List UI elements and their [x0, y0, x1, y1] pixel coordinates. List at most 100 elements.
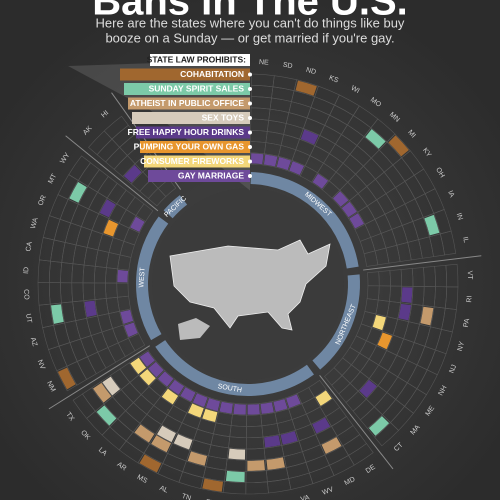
grid-cell — [138, 349, 157, 369]
legend-dot — [248, 116, 252, 120]
state-label: ID — [23, 267, 30, 274]
state-label: DE — [365, 464, 377, 475]
state-label: NY — [457, 340, 467, 352]
ban-cell — [312, 417, 331, 434]
state-label: UT — [24, 313, 32, 324]
state-label: ME — [424, 405, 436, 418]
ban-cell — [180, 387, 196, 402]
region-band — [312, 274, 360, 370]
state-label: KY — [421, 147, 432, 159]
ban-cell — [120, 309, 134, 324]
legend-heading: STATE LAW PROHIBITS: — [147, 54, 246, 64]
state-label: OH — [434, 167, 445, 180]
region-label: WEST — [138, 267, 146, 288]
grid-cell — [324, 367, 343, 386]
title: Bans In The U.S. — [92, 0, 408, 24]
state-label: RI — [466, 295, 473, 303]
region-divider — [363, 255, 482, 271]
ban-cell — [134, 424, 155, 443]
legend-label: PUMPING YOUR OWN GAS — [134, 141, 245, 151]
state-label: ND — [305, 67, 317, 77]
state-label: MD — [344, 476, 357, 487]
ban-cell — [130, 357, 147, 375]
ban-cell — [192, 393, 208, 408]
region-band — [155, 340, 314, 397]
ban-cell — [124, 322, 138, 338]
legend-swatch — [132, 112, 250, 124]
legend-label: COHABITATION — [180, 69, 244, 79]
ban-cell — [368, 416, 390, 436]
legend-label: SEX TOYS — [202, 112, 245, 122]
ban-cell — [228, 448, 246, 460]
ban-cell — [187, 451, 208, 466]
legend-swatch — [140, 141, 250, 153]
ban-cell — [173, 434, 193, 450]
ban-cell — [219, 401, 233, 414]
ban-cell — [93, 382, 112, 403]
legend-swatch — [128, 97, 250, 110]
legend-swatch — [136, 126, 250, 139]
legend-swatch — [124, 83, 250, 95]
region-divider — [319, 374, 394, 470]
state-label: LA — [97, 447, 108, 458]
ban-cell — [250, 153, 264, 165]
state-label: FL — [205, 499, 214, 500]
ban-cell — [266, 457, 285, 470]
ban-cell — [202, 408, 218, 423]
grid-cell — [363, 250, 379, 267]
legend-dot — [248, 72, 252, 77]
legend-dot — [248, 130, 252, 135]
region-band — [136, 216, 169, 341]
ban-cell — [69, 181, 87, 203]
state-label: IN — [455, 212, 464, 221]
ban-cell — [312, 173, 329, 189]
state-label: NM — [45, 380, 56, 393]
ban-cell — [130, 216, 145, 232]
ban-cell — [365, 129, 386, 149]
state-label: WI — [350, 85, 361, 95]
ban-cell — [424, 214, 440, 236]
ban-cell — [332, 191, 349, 207]
legend-dot — [248, 87, 252, 91]
ban-cell — [157, 371, 174, 387]
ban-cell — [225, 470, 245, 483]
region-divider — [48, 345, 150, 410]
ban-cell — [398, 303, 412, 321]
ban-cell — [280, 431, 298, 445]
ban-cell — [102, 376, 121, 396]
region-band — [163, 195, 188, 219]
ban-cell — [96, 405, 117, 426]
state-label: NV — [36, 359, 46, 371]
ban-cell — [341, 201, 357, 218]
legend-dot — [248, 159, 252, 164]
state-label: AR — [115, 461, 127, 472]
legend-dot — [248, 174, 252, 178]
state-label: WA — [30, 217, 40, 230]
legend-swatch — [120, 68, 250, 81]
state-label: VA — [300, 494, 311, 500]
ban-cell — [202, 478, 224, 492]
state-label: PA — [463, 318, 471, 328]
ban-cell — [139, 369, 156, 386]
state-label: TX — [64, 411, 75, 423]
ban-cell — [289, 161, 305, 176]
legend-swatch — [144, 155, 250, 168]
state-label: NE — [259, 59, 270, 67]
state-label: MI — [406, 129, 416, 140]
ban-cell — [273, 398, 288, 412]
ban-cell — [99, 199, 116, 218]
state-label: SD — [282, 62, 293, 71]
region-band — [250, 172, 359, 269]
ban-cell — [260, 402, 274, 414]
ban-cell — [349, 213, 364, 229]
ban-cell — [300, 129, 319, 145]
state-label: TN — [181, 493, 192, 500]
grid-cell — [135, 203, 154, 222]
legend-label: SUNDAY SPIRIT SALES — [149, 83, 245, 93]
ban-cell — [264, 435, 281, 448]
legend-dot — [248, 145, 252, 149]
us-map-alaska — [178, 318, 210, 340]
ban-cell — [420, 306, 434, 326]
